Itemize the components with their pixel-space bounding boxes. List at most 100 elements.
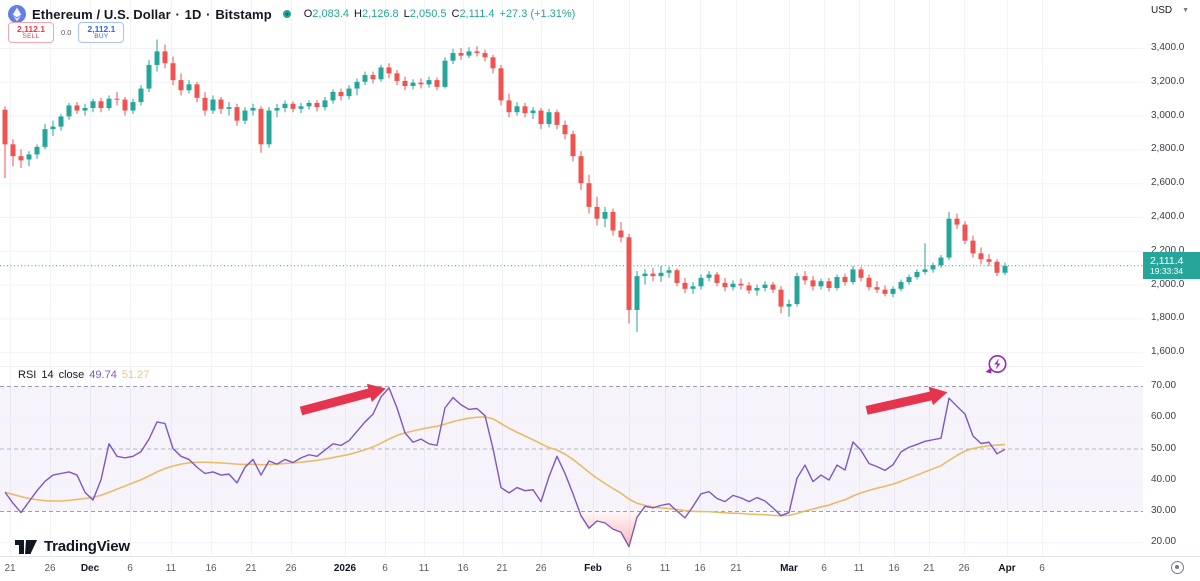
candle-body bbox=[826, 281, 832, 288]
candle-body bbox=[562, 124, 568, 135]
currency-selector[interactable]: USD ▼ bbox=[1143, 0, 1200, 20]
candle-body bbox=[522, 106, 528, 114]
candle-body bbox=[674, 270, 680, 283]
time-axis-label: 21 bbox=[496, 563, 508, 574]
candle-body bbox=[98, 101, 104, 108]
candle-body bbox=[690, 286, 696, 289]
market-status-dot[interactable] bbox=[282, 9, 292, 19]
time-axis-label: 6 bbox=[1039, 563, 1045, 574]
candle-body bbox=[754, 287, 760, 291]
candle-body bbox=[146, 64, 152, 89]
candle-body bbox=[746, 285, 752, 291]
candle-body bbox=[330, 91, 336, 101]
bar-countdown: 19:33:34 bbox=[1150, 265, 1184, 276]
candle-body bbox=[370, 75, 376, 80]
rsi-value: 49.74 bbox=[89, 369, 117, 381]
price-axis-label: 3,000.0 bbox=[1151, 109, 1185, 121]
candle-body bbox=[706, 274, 712, 278]
candle-body bbox=[866, 277, 872, 288]
time-axis-label: 26 bbox=[285, 563, 297, 574]
candle-body bbox=[50, 126, 56, 130]
high-value: 2,126.8 bbox=[361, 8, 399, 20]
candle-body bbox=[90, 101, 96, 108]
candle-body bbox=[290, 103, 296, 109]
candle-body bbox=[194, 84, 200, 98]
candle-body bbox=[186, 84, 192, 91]
price-axis[interactable]: USD ▼ 3,400.0 3,200.0 3,000.0 2,800.0 2,600.… bbox=[1143, 0, 1200, 556]
rsi-peak-arrow-2[interactable] bbox=[865, 386, 948, 415]
candle-body bbox=[1002, 265, 1008, 273]
time-axis-label: 26 bbox=[535, 563, 547, 574]
candle-body bbox=[554, 112, 560, 125]
time-axis-label: 16 bbox=[457, 563, 469, 574]
candle-body bbox=[802, 276, 808, 281]
candle-body bbox=[386, 67, 392, 74]
sell-price: 2,112.1 bbox=[17, 23, 45, 34]
candle-body bbox=[178, 80, 184, 91]
rsi-peak-arrow-1[interactable] bbox=[299, 383, 386, 416]
candle-body bbox=[106, 98, 112, 108]
candle-body bbox=[58, 116, 64, 127]
rsi-indicator-legend[interactable]: RSI 14 close 49.74 51.27 bbox=[18, 369, 149, 381]
candle-body bbox=[882, 289, 888, 294]
buy-button[interactable]: 2,112.1 BUY bbox=[78, 22, 125, 43]
candle-body bbox=[234, 107, 240, 121]
candle-body bbox=[634, 276, 640, 310]
time-axis-label: Mar bbox=[780, 563, 798, 574]
candle-body bbox=[954, 218, 960, 225]
candle-body bbox=[346, 88, 352, 97]
candle-body bbox=[514, 106, 520, 113]
candle-body bbox=[138, 88, 144, 103]
timezone-settings-icon[interactable] bbox=[1171, 561, 1184, 574]
candle-body bbox=[482, 53, 488, 58]
candle-body bbox=[914, 271, 920, 277]
candle-body bbox=[978, 253, 984, 260]
price-axis-label: 2,000.0 bbox=[1151, 278, 1185, 290]
candle-body bbox=[818, 281, 824, 287]
chevron-down-icon: ▼ bbox=[1182, 6, 1190, 14]
candle-body bbox=[378, 67, 384, 80]
candle-body bbox=[490, 57, 496, 69]
time-axis[interactable]: 21 26 Dec 6 11 16 21 26 2026 6 11 16 21 26 Feb 6 11 16 21 M… bbox=[0, 556, 1200, 581]
low-value: 2,050.5 bbox=[409, 8, 447, 20]
sell-button[interactable]: 2,112.1 SELL bbox=[8, 22, 54, 43]
candle-body bbox=[2, 109, 8, 145]
candle-body bbox=[114, 98, 120, 100]
rsi-ma-value: 51.27 bbox=[121, 369, 150, 381]
candle-body bbox=[834, 276, 840, 288]
price-axis-label: 2,400.0 bbox=[1151, 211, 1185, 222]
candle-body bbox=[130, 102, 136, 111]
tradingview-logo-icon bbox=[15, 539, 37, 554]
candle-body bbox=[538, 110, 544, 125]
candle-body bbox=[34, 146, 40, 155]
candle-body bbox=[578, 156, 584, 184]
tradingview-logo[interactable]: TradingView bbox=[14, 538, 130, 555]
tradingview-wordmark: TradingView bbox=[44, 538, 130, 555]
candle-body bbox=[74, 105, 80, 111]
candle-body bbox=[762, 284, 768, 288]
last-price-badge: 2,111.4 19:33:34 bbox=[1143, 252, 1200, 280]
flash-order-icon[interactable] bbox=[985, 355, 1007, 374]
price-axis-label: 3,200.0 bbox=[1151, 75, 1185, 87]
candle-body bbox=[962, 224, 968, 241]
candle-body bbox=[242, 110, 248, 121]
time-axis-label: 11 bbox=[418, 563, 430, 574]
timeframe-label[interactable]: 1D bbox=[184, 6, 202, 22]
symbol-title[interactable]: Ethereum / U.S. Dollar · 1D · Bitstamp bbox=[32, 6, 272, 22]
price-axis-label: 2,200.0 bbox=[1151, 244, 1185, 256]
candle-body bbox=[202, 97, 208, 111]
rsi-oversold-fill bbox=[677, 511, 690, 518]
candle-body bbox=[498, 68, 504, 101]
rsi-line bbox=[4, 387, 1006, 548]
candle-body bbox=[938, 257, 944, 266]
candle-body bbox=[442, 60, 448, 87]
candle-body bbox=[650, 273, 656, 277]
exchange-label[interactable]: Bitstamp bbox=[215, 6, 272, 22]
ohlc-readout: O2,083.4 H2,126.8 L2,050.5 C2,111.4 +27.… bbox=[303, 8, 576, 20]
price-axis-label: 1,600.0 bbox=[1151, 346, 1185, 358]
candle-body bbox=[314, 102, 320, 108]
candle-body bbox=[66, 105, 72, 117]
candle-body bbox=[874, 287, 880, 290]
candle-body bbox=[714, 274, 720, 283]
